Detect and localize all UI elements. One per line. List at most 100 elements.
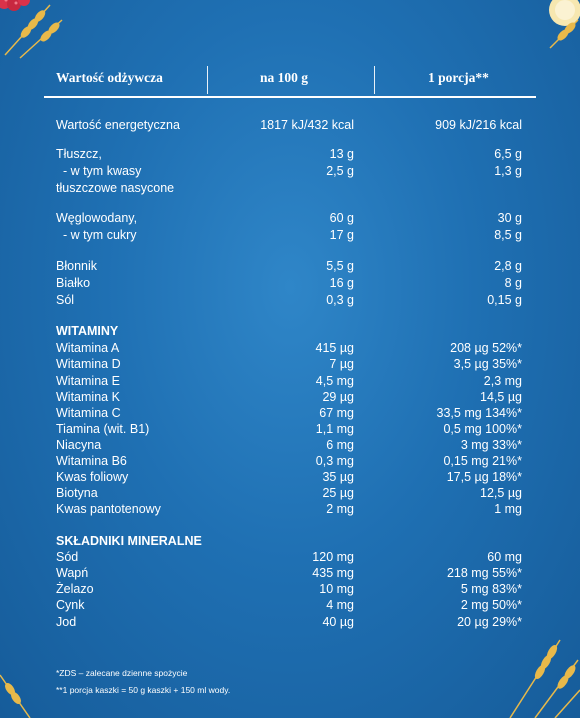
value-per-portion: 218 mg 55%*: [446, 566, 522, 580]
row-label: - w tym cukry: [56, 228, 137, 242]
table-row: Kwas pantotenowy 2 mg 1 mg: [0, 501, 580, 518]
value-per-portion: 2,8 g: [494, 259, 522, 273]
footnote-zds: *ZDS – zalecane dzienne spożycie: [56, 668, 188, 678]
value-per-portion: 14,5 µg: [480, 390, 522, 404]
header-per-100g: na 100 g: [260, 70, 309, 85]
row-label: Biotyna: [56, 486, 98, 500]
value-per-100g: 415 µg: [315, 341, 354, 355]
row-label: tłuszczowe nasycone: [56, 181, 175, 195]
row-label: - w tym kwasy: [56, 164, 142, 178]
value-per-100g: 40 µg: [322, 615, 354, 629]
table-row: Wapń 435 mg 218 mg 55%*: [0, 565, 580, 582]
value-per-portion: 3 mg 33%*: [460, 438, 522, 452]
table-row: Witamina A 415 µg 208 µg 52%*: [0, 340, 580, 357]
value-per-100g: 6 mg: [326, 438, 354, 452]
value-per-100g: 35 µg: [322, 470, 354, 484]
row-label: Tłuszcz,: [56, 147, 102, 161]
value-per-100g: 13 g: [329, 147, 354, 161]
value-per-portion: 12,5 µg: [480, 486, 522, 500]
table-row: Żelazo 10 mg 5 mg 83%*: [0, 581, 580, 598]
table-row: Węglowodany, 60 g 30 g: [0, 210, 580, 227]
value-per-100g: 0,3 mg: [315, 454, 354, 468]
table-row: Tiamina (wit. B1) 1,1 mg 0,5 mg 100%*: [0, 421, 580, 438]
value-per-portion: 8,5 g: [494, 228, 522, 242]
value-per-portion: 208 µg 52%*: [450, 341, 522, 355]
value-per-100g: 2,5 g: [326, 164, 354, 178]
table-row: Sól 0,3 g 0,15 g: [0, 292, 580, 309]
table-row: Białko 16 g 8 g: [0, 275, 580, 292]
column-divider: [374, 66, 375, 94]
row-label: Witamina K: [56, 390, 120, 404]
table-row: Witamina C 67 mg 33,5 mg 134%*: [0, 405, 580, 422]
value-per-portion: 5 mg 83%*: [460, 582, 522, 596]
value-per-portion: 0,5 mg 100%*: [443, 422, 522, 436]
table-row: Witamina B6 0,3 mg 0,15 mg 21%*: [0, 453, 580, 470]
value-per-100g: 10 mg: [319, 582, 354, 596]
row-label: Tiamina (wit. B1): [56, 422, 150, 436]
table-row: Cynk 4 mg 2 mg 50%*: [0, 597, 580, 614]
row-label: Kwas pantotenowy: [56, 502, 161, 516]
header-divider: [44, 96, 536, 98]
row-label: Witamina D: [56, 357, 121, 371]
table-row: Jod 40 µg 20 µg 29%*: [0, 614, 580, 631]
value-per-portion: 2,3 mg: [483, 374, 522, 388]
table-row: Sód 120 mg 60 mg: [0, 549, 580, 566]
value-per-100g: 4 mg: [326, 598, 354, 612]
wheat-icon: [509, 639, 580, 718]
value-per-portion: 0,15 g: [487, 293, 522, 307]
value-per-portion: 33,5 mg 134%*: [436, 406, 522, 420]
header-per-portion: 1 porcja**: [428, 70, 489, 85]
row-label: Witamina E: [56, 374, 120, 388]
row-label: WITAMINY: [56, 324, 119, 338]
value-per-100g: 1817 kJ/432 kcal: [260, 118, 354, 132]
table-row: Tłuszcz, 13 g 6,5 g: [0, 146, 580, 163]
row-label: Jod: [56, 615, 77, 629]
value-per-100g: 2 mg: [326, 502, 354, 516]
value-per-100g: 1,1 mg: [315, 422, 354, 436]
value-per-100g: 4,5 mg: [315, 374, 354, 388]
value-per-100g: 5,5 g: [326, 259, 354, 273]
wheat-icon: [0, 674, 31, 718]
row-label: Wapń: [56, 566, 89, 580]
row-label: Witamina A: [56, 341, 120, 355]
value-per-portion: 3,5 µg 35%*: [453, 357, 522, 371]
table-row: Wartość energetyczna 1817 kJ/432 kcal 909 …: [0, 117, 580, 134]
value-per-portion: 6,5 g: [494, 147, 522, 161]
header-nutrition-value: Wartość odżywcza: [56, 70, 163, 85]
row-label: Witamina C: [56, 406, 121, 420]
row-label: Witamina B6: [56, 454, 127, 468]
table-row: Witamina E 4,5 mg 2,3 mg: [0, 373, 580, 390]
value-per-portion: 8 g: [504, 276, 522, 290]
value-per-100g: 67 mg: [319, 406, 354, 420]
table-row: Witamina K 29 µg 14,5 µg: [0, 389, 580, 406]
table-row: - w tym kwasy 2,5 g 1,3 g: [0, 163, 580, 180]
table-row: Błonnik 5,5 g 2,8 g: [0, 258, 580, 275]
section-heading: WITAMINY: [0, 323, 580, 340]
value-per-portion: 30 g: [497, 211, 522, 225]
row-label: Sól: [56, 293, 75, 307]
table-row: - w tym cukry 17 g 8,5 g: [0, 227, 580, 244]
value-per-portion: 1 mg: [494, 502, 522, 516]
table-row: Kwas foliowy 35 µg 17,5 µg 18%*: [0, 469, 580, 486]
row-label: SKŁADNIKI MINERALNE: [56, 534, 202, 548]
value-per-100g: 17 g: [329, 228, 354, 242]
row-label: Niacyna: [56, 438, 102, 452]
value-per-portion: 1,3 g: [494, 164, 522, 178]
row-label: Węglowodany,: [56, 211, 138, 225]
value-per-portion: 20 µg 29%*: [457, 615, 522, 629]
value-per-portion: 909 kJ/216 kcal: [435, 118, 522, 132]
value-per-100g: 16 g: [329, 276, 354, 290]
row-label: Białko: [56, 276, 91, 290]
value-per-100g: 7 µg: [329, 357, 354, 371]
raspberry-icon: [0, 0, 30, 11]
value-per-portion: 17,5 µg 18%*: [446, 470, 522, 484]
table-row: Niacyna 6 mg 3 mg 33%*: [0, 437, 580, 454]
value-per-100g: 29 µg: [322, 390, 354, 404]
value-per-100g: 60 g: [329, 211, 354, 225]
table-row: tłuszczowe nasycone: [0, 180, 580, 197]
table-row: Biotyna 25 µg 12,5 µg: [0, 485, 580, 502]
section-heading: SKŁADNIKI MINERALNE: [0, 533, 580, 550]
value-per-portion: 0,15 mg 21%*: [443, 454, 522, 468]
value-per-100g: 120 mg: [312, 550, 354, 564]
footnote-portion: **1 porcja kaszki = 50 g kaszki + 150 ml…: [56, 685, 231, 695]
